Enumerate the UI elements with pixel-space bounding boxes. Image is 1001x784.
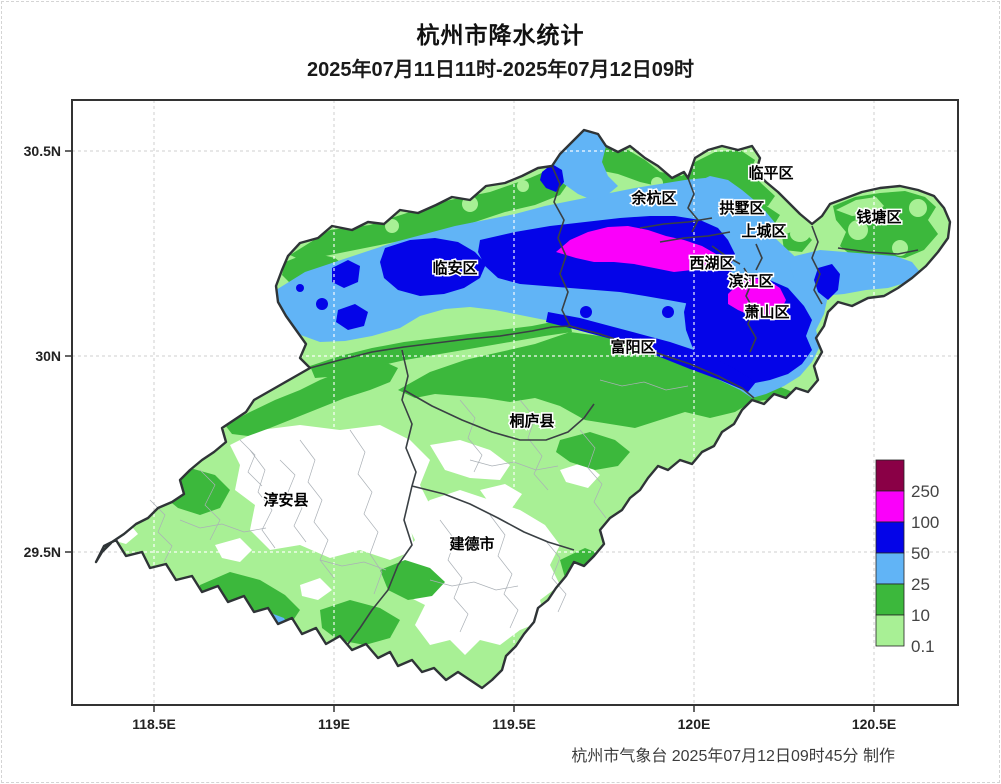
district-label-fuyang: 富阳区 [610,338,655,356]
precip-layer-norain-white [110,425,600,655]
x-tick-120.5E: 120.5E [852,716,896,732]
legend-swatch-0.1 [875,614,905,647]
legend-swatch-250 [875,459,905,492]
township-boundaries [149,379,689,633]
page-title: 杭州市降水统计 [416,22,585,48]
district-label-linping: 临平区 [748,164,793,182]
legend-value-0.1: 0.1 [911,637,935,656]
legend-swatch-100 [875,490,905,523]
legend-value-25: 25 [911,575,930,594]
legend-value-50: 50 [911,544,930,563]
source-attribution: 杭州市气象台 2025年07月12日09时45分 制作 [571,748,895,765]
legend-swatch-25 [875,552,905,585]
legend-value-100: 100 [911,513,939,532]
legend-value-250: 250 [911,482,939,501]
district-label-jiande: 建德市 [449,535,494,553]
y-axis-labels: 30.5N 30N 29.5N [24,143,61,560]
precip-legend: 250 100 50 25 10 0.1 [875,459,939,656]
district-label-linan: 临安区 [432,259,477,277]
x-tick-119.5E: 119.5E [492,716,536,732]
x-tick-120E: 120E [678,716,711,732]
district-label-gongshu: 拱墅区 [719,199,764,217]
district-label-xihu: 西湖区 [689,255,734,272]
y-tick-30N: 30N [35,348,61,364]
district-labels: 临安区 余杭区 临平区 拱墅区 上城区 钱塘区 西湖区 滨江区 萧山区 富阳区 … [262,163,903,555]
x-tick-119E: 119E [318,716,350,732]
time-range-subtitle: 2025年07月11日11时-2025年07月12日09时 [307,59,694,81]
y-tick-30.5N: 30.5N [24,143,61,159]
district-label-xiaoshan: 萧山区 [744,303,789,321]
district-label-chunan: 淳安县 [263,491,308,509]
district-label-binjiang: 滨江区 [728,272,773,290]
legend-swatch-10 [875,583,905,616]
district-label-tonglu: 桐庐县 [509,412,554,430]
precip-layer-magenta [556,226,786,318]
legend-swatch-50 [875,521,905,554]
x-axis-labels: 118.5E 119E 119.5E 120E 120.5E [132,716,896,732]
district-label-qiantang: 钱塘区 [856,208,901,226]
district-label-shangcheng: 上城区 [741,222,786,240]
y-tick-29.5N: 29.5N [24,544,61,560]
axis-ticks [65,150,875,712]
district-boundaries [309,165,919,645]
x-tick-118.5E: 118.5E [132,716,176,732]
plot-border [71,99,959,706]
district-label-yuhang: 余杭区 [630,189,676,207]
legend-value-10: 10 [911,606,930,625]
